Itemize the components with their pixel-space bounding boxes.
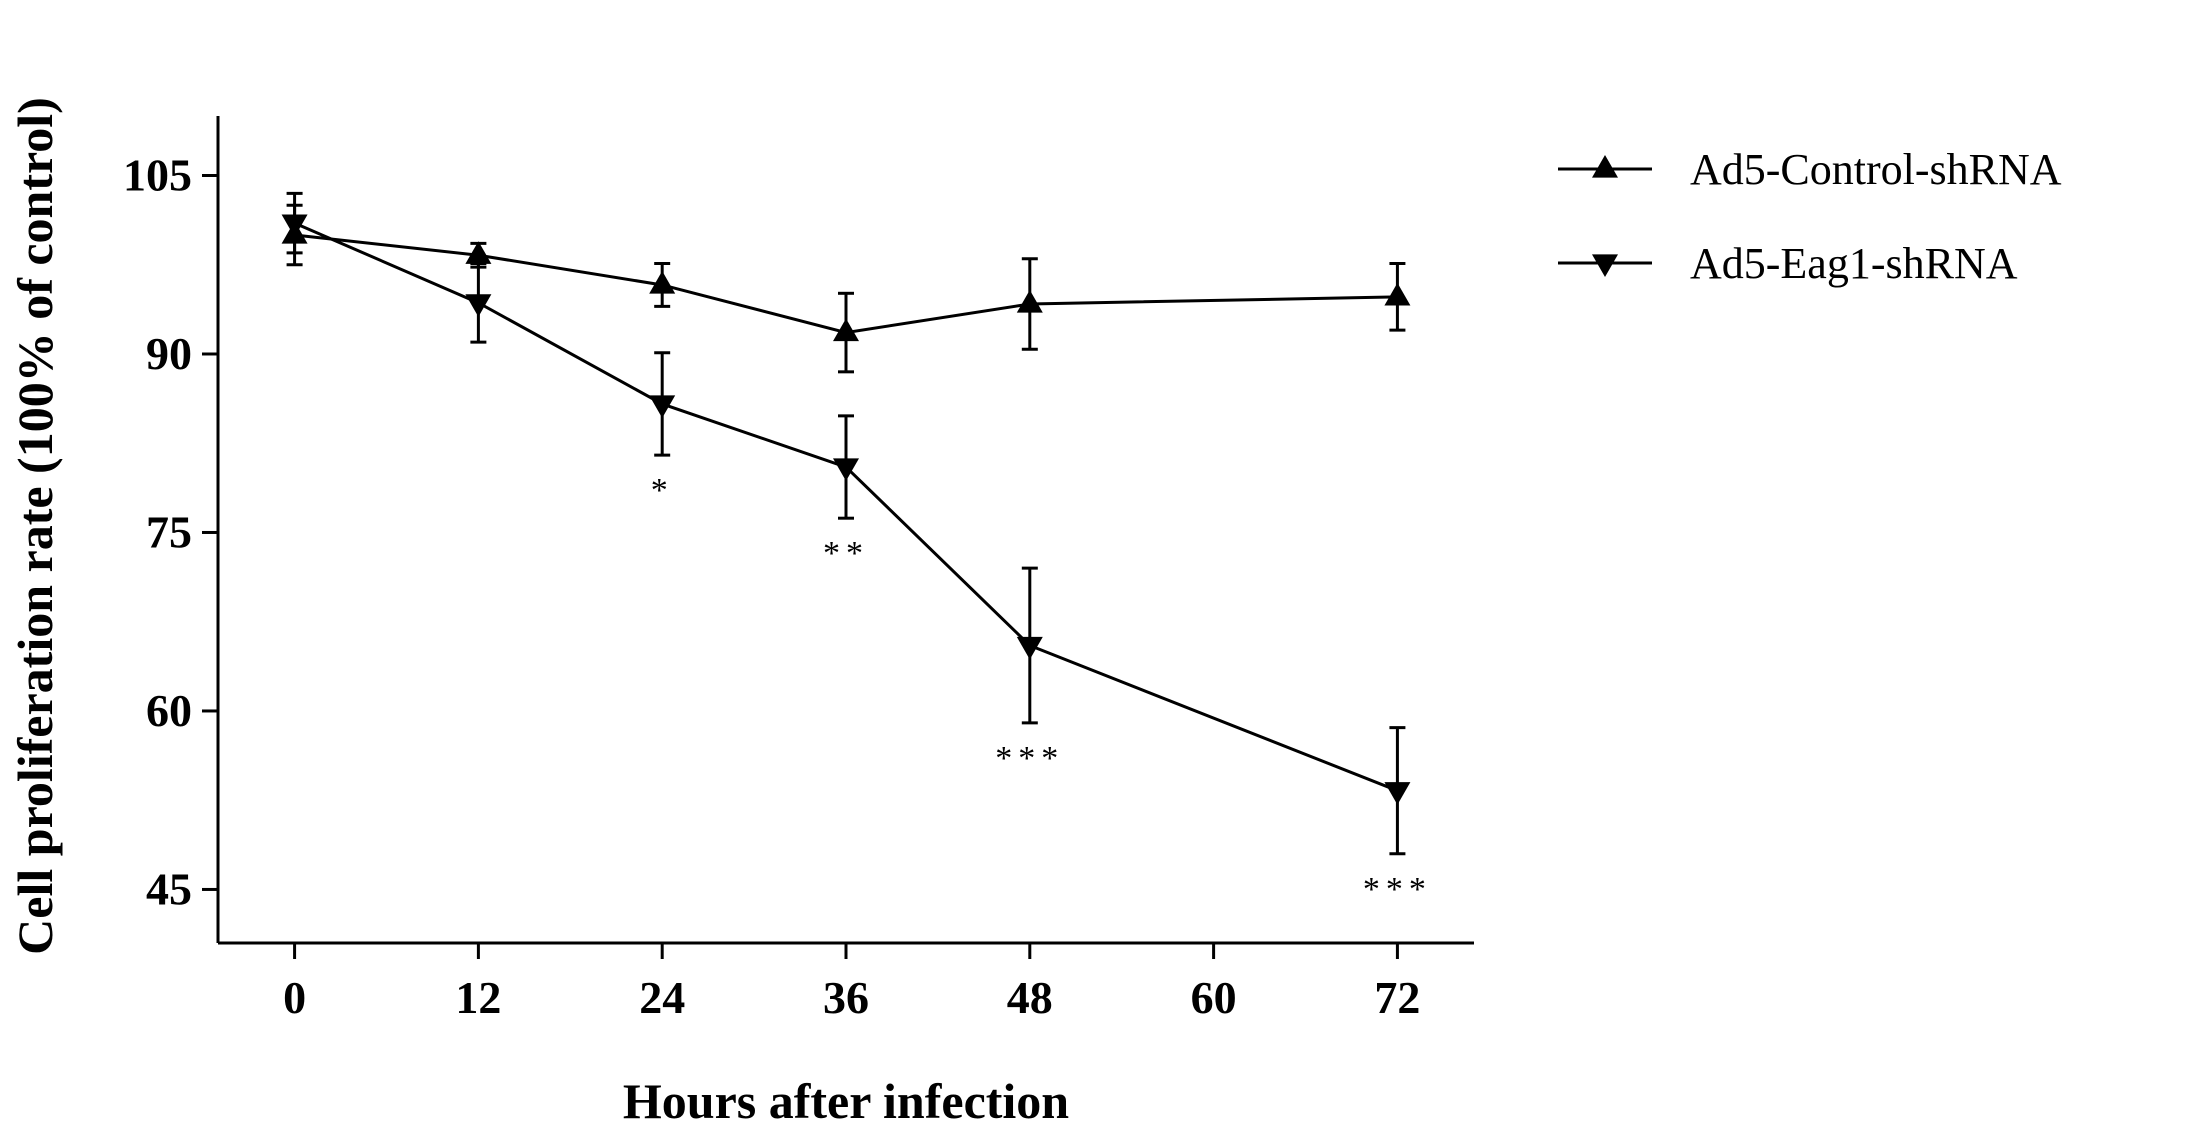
series-line <box>293 221 1398 793</box>
legend-item-1: Ad5-Control-shRNA <box>1558 145 2062 194</box>
series-line <box>294 233 1398 335</box>
y-tick-label: 90 <box>146 328 192 379</box>
x-tick-label: 24 <box>639 972 685 1023</box>
data-point <box>649 395 676 418</box>
x-ticks: 0 12 24 36 48 60 72 <box>283 943 1420 1023</box>
data-point <box>281 214 308 238</box>
x-axis-title: Hours after infection <box>623 1073 1069 1129</box>
data-point <box>833 458 859 482</box>
legend-label: Ad5-Control-shRNA <box>1690 145 2062 194</box>
series-layer: ********* <box>281 191 1432 908</box>
y-ticks: 45 60 75 90 105 <box>123 149 218 914</box>
data-point <box>1016 289 1043 313</box>
legend-marker <box>1592 254 1618 278</box>
y-axis-title: Cell proliferation rate (100% of control… <box>7 97 63 955</box>
data-point <box>1016 636 1043 660</box>
x-tick-label: 72 <box>1374 972 1420 1023</box>
legend-item-2: Ad5-Eag1-shRNA <box>1558 239 2018 288</box>
y-tick-label: 75 <box>146 506 192 557</box>
y-tick-label: 60 <box>146 685 192 736</box>
x-tick-label: 48 <box>1007 972 1053 1023</box>
data-point <box>1384 282 1411 306</box>
x-tick-label: 60 <box>1191 972 1237 1023</box>
data-point <box>833 318 859 342</box>
y-tick-label: 105 <box>123 149 192 200</box>
significance-label: ** <box>823 535 869 572</box>
data-point <box>649 270 676 294</box>
series-2: ********* <box>281 191 1432 908</box>
data-point <box>1384 782 1411 805</box>
data-point <box>465 294 492 317</box>
axes: 45 60 75 90 105 0 12 24 36 48 60 72 <box>123 116 1474 1023</box>
x-tick-label: 0 <box>283 972 306 1023</box>
series-1 <box>281 203 1411 374</box>
significance-label: *** <box>1363 871 1432 908</box>
significance-label: *** <box>995 740 1064 777</box>
legend-marker <box>1592 154 1618 178</box>
y-tick-label: 45 <box>146 863 192 914</box>
legend: Ad5-Control-shRNA Ad5-Eag1-shRNA <box>1558 145 2062 288</box>
x-tick-label: 36 <box>823 972 869 1023</box>
significance-label: * <box>651 472 674 509</box>
x-tick-label: 12 <box>455 972 501 1023</box>
legend-label: Ad5-Eag1-shRNA <box>1690 239 2018 288</box>
data-point <box>465 241 492 264</box>
